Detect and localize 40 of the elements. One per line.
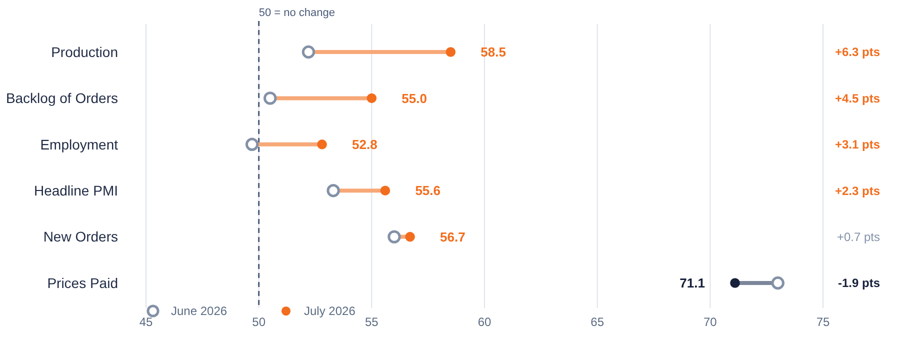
x-tick-label: 45 — [139, 315, 153, 330]
point — [264, 92, 277, 105]
data-label: 55.6 — [415, 183, 441, 198]
text: +2.3 pts — [834, 184, 880, 198]
text: +0.7 pts — [836, 230, 880, 244]
data-label: 55.0 — [402, 90, 427, 106]
text: +3.1 pts — [834, 138, 880, 152]
text: -1.9 pts — [838, 276, 880, 290]
y-tick-label: Production — [51, 44, 118, 60]
point — [446, 47, 456, 57]
data-label: 56.7 — [440, 229, 466, 244]
point — [771, 276, 784, 290]
point — [380, 186, 390, 196]
point — [366, 93, 377, 104]
data-label: 52.8 — [352, 136, 378, 152]
x-tick-label: 70 — [703, 315, 718, 330]
data-label: 71.1 — [680, 276, 705, 291]
y-tick-label: Employment — [40, 136, 118, 152]
point — [388, 230, 401, 244]
point — [730, 278, 740, 288]
data-label: 58.5 — [480, 44, 506, 60]
x-tick-label: 60 — [478, 315, 492, 330]
point — [405, 232, 415, 242]
x-tick-label: 65 — [590, 315, 604, 330]
y-tick-label: Backlog of Orders — [6, 90, 118, 106]
point — [326, 184, 340, 198]
point — [317, 140, 327, 150]
legend-label: July 2026 — [304, 304, 356, 318]
point — [302, 45, 316, 59]
x-tick-label: 75 — [816, 315, 830, 330]
legend-label: June 2026 — [171, 304, 228, 318]
x-tick-label: 50 — [252, 315, 266, 330]
text: +6.3 pts — [834, 45, 880, 60]
text: +4.5 pts — [834, 91, 880, 106]
y-tick-label: New Orders — [43, 228, 118, 245]
point — [245, 138, 259, 151]
y-tick-label: Prices Paid — [47, 274, 118, 291]
x-tick-label: 55 — [364, 315, 379, 330]
ref-line-label: 50 = no change — [258, 7, 335, 19]
y-tick-label: Headline PMI — [34, 182, 118, 198]
